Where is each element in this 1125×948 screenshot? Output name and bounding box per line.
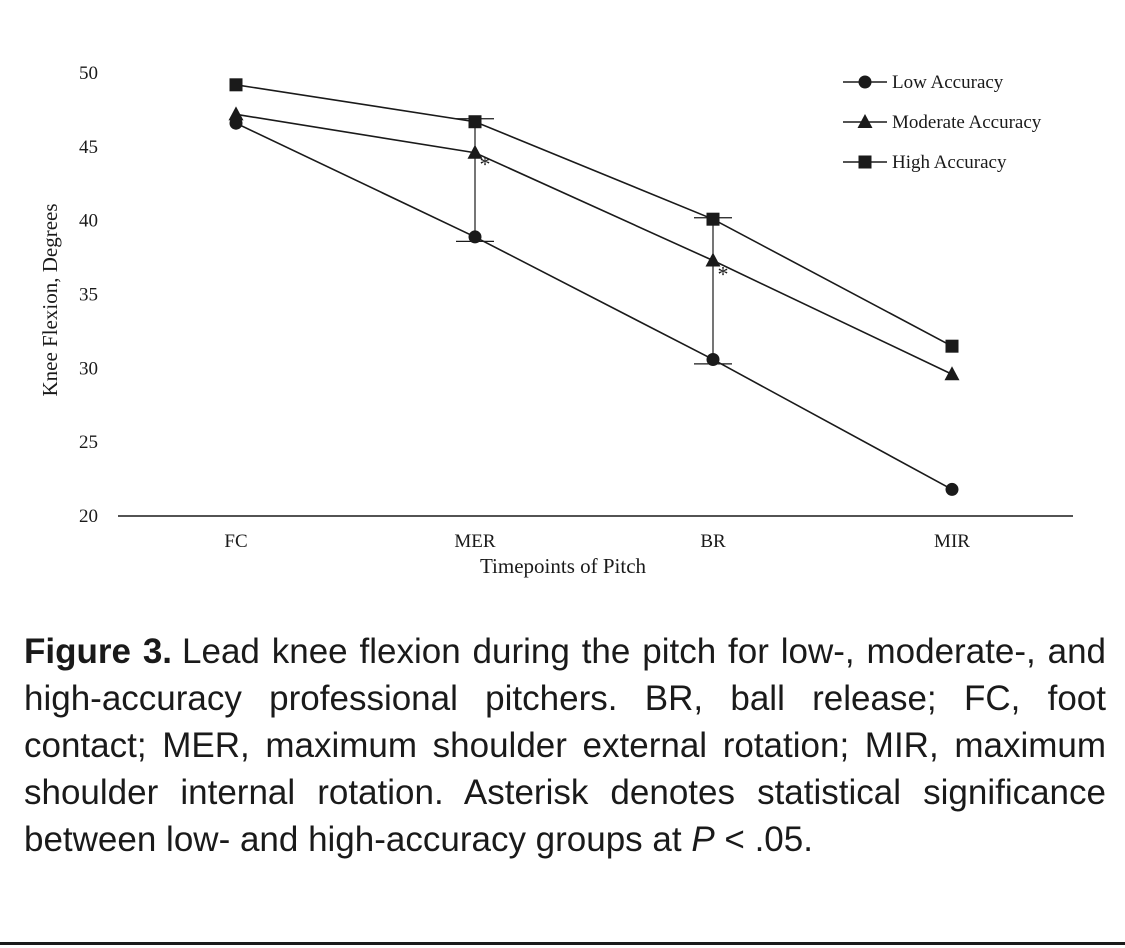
significance-markers: ** [474, 121, 729, 360]
y-tick-label: 45 [79, 137, 98, 158]
data-point-square [945, 339, 959, 353]
data-point-square [229, 78, 243, 92]
series-line-triangle [235, 113, 953, 375]
legend-label: High Accuracy [892, 152, 1007, 173]
data-point-triangle [467, 144, 483, 159]
data-point-triangle [228, 106, 244, 121]
bottom-rule [0, 942, 1125, 945]
y-tick-label: 25 [79, 432, 98, 453]
legend-marker-circle [858, 75, 872, 89]
caption-text-end: < .05. [714, 820, 813, 859]
x-axis-title: Timepoints of Pitch [480, 554, 647, 578]
data-point-circle [706, 352, 720, 366]
figure-label: Figure 3. [24, 632, 173, 671]
x-tick-label: MER [454, 531, 496, 552]
series-line-circle [235, 122, 953, 491]
y-tick-label: 35 [79, 285, 98, 306]
significance-asterisk: * [718, 261, 729, 286]
y-axis-ticks: 20 25 30 35 40 45 50 [79, 63, 98, 527]
p-value-symbol: P [691, 820, 715, 859]
data-point-square [706, 212, 720, 226]
data-point-square [468, 115, 482, 129]
y-tick-label: 30 [79, 358, 98, 379]
data-point-triangle [944, 366, 960, 381]
error-bars [456, 118, 732, 365]
legend-marker-square [858, 155, 872, 169]
y-tick-label: 40 [79, 211, 98, 232]
caption-text: Lead knee flexion during the pitch for l… [24, 632, 1106, 859]
data-point-triangle [705, 252, 721, 267]
legend-label: Moderate Accuracy [892, 112, 1042, 133]
data-point-circle [945, 482, 959, 496]
chart-legend: Low Accuracy Moderate Accuracy High Accura… [843, 72, 1042, 173]
x-axis-categories: FC MER BR MIR [224, 531, 970, 552]
data-point-circle [468, 230, 482, 244]
data-series [228, 78, 960, 496]
significance-asterisk: * [480, 151, 491, 176]
x-tick-label: MIR [934, 531, 970, 552]
x-tick-label: BR [700, 531, 726, 552]
legend-marker-triangle [857, 114, 873, 128]
figure-caption: Figure 3. Lead knee flexion during the pi… [24, 628, 1106, 863]
legend-label: Low Accuracy [892, 72, 1004, 93]
x-tick-label: FC [224, 531, 247, 552]
series-line-square [235, 84, 953, 347]
y-tick-label: 50 [79, 63, 98, 84]
y-axis-title: Knee Flexion, Degrees [38, 203, 62, 396]
y-tick-label: 20 [79, 506, 98, 527]
